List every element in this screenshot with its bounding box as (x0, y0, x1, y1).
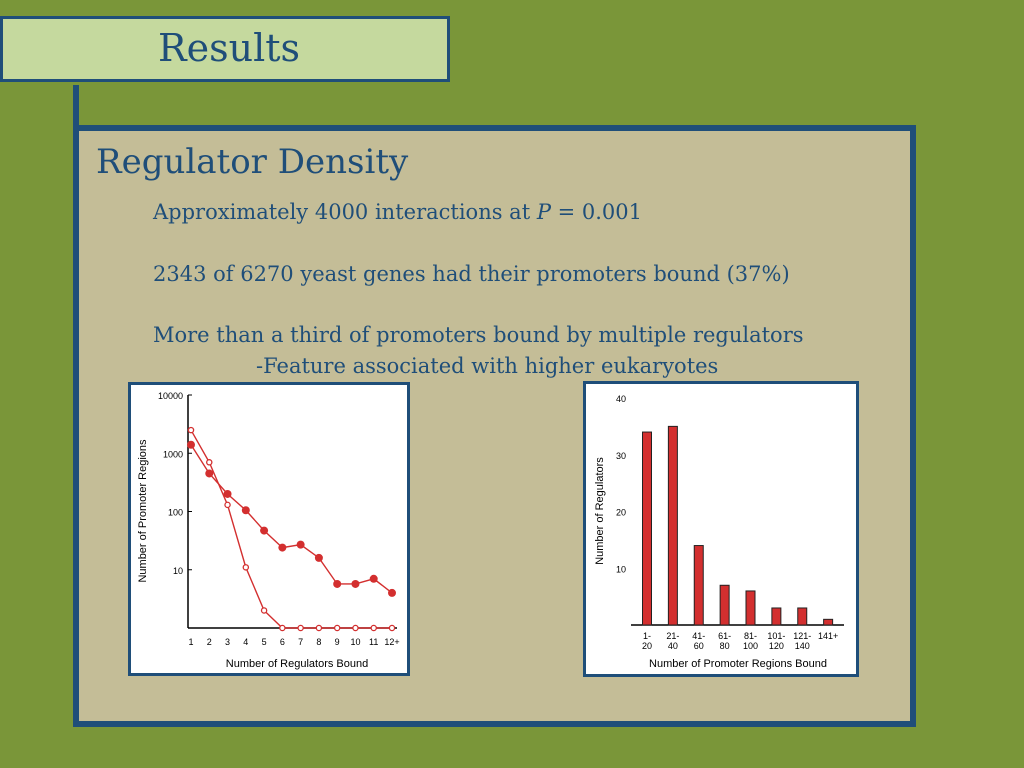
data-point-open (297, 624, 304, 632)
bullet-interactions: Approximately 4000 interactions at P = 0… (153, 200, 642, 224)
x-tick-label: 1- (643, 631, 651, 641)
data-point-open (242, 564, 250, 571)
bar (642, 431, 652, 626)
x-tick-label: 61- (718, 631, 731, 641)
data-point-open (224, 501, 231, 509)
bullet-feature: -Feature associated with higher eukaryot… (256, 354, 719, 378)
x-axis-label: Number of Regulators Bound (226, 658, 368, 670)
data-point (205, 469, 214, 478)
x-tick-label: 81- (744, 631, 757, 641)
x-tick-label: 60 (694, 641, 704, 651)
x-tick-label: 2 (207, 637, 212, 647)
x-tick-label: 5 (262, 637, 267, 647)
y-axis-label: Number of Promoter Regions (137, 439, 149, 583)
line-chart: 10 100 1000 10000 1 2 3 4 5 6 7 8 9 10 11 12+ Number of … (137, 391, 400, 670)
y-tick-label: 20 (616, 508, 626, 518)
y-axis-label: Number of Regulators (594, 457, 606, 565)
data-point-open (260, 607, 268, 614)
x-tick-label: 21- (666, 631, 679, 641)
x-tick-label: 10 (350, 637, 360, 647)
data-point (351, 579, 360, 588)
data-point-open (333, 624, 341, 632)
slide-title: Results (158, 26, 300, 70)
x-tick-label: 3 (225, 637, 230, 647)
title-box (0, 16, 450, 82)
data-point (369, 574, 378, 583)
data-point (260, 526, 269, 535)
bar (797, 607, 808, 626)
bullet-genes: 2343 of 6270 yeast genes had their promo… (153, 262, 790, 286)
data-point (333, 579, 342, 588)
bar (745, 590, 756, 626)
y-tick-label: 100 (168, 508, 183, 518)
data-point-open (206, 459, 213, 466)
x-tick-label: 41- (692, 631, 705, 641)
data-point-open (315, 624, 323, 632)
bullet-interactions-post: = 0.001 (550, 200, 643, 224)
x-tick-label: 140 (795, 641, 810, 651)
data-point-open (187, 426, 195, 434)
x-axis-label: Number of Promoter Regions Bound (649, 658, 827, 670)
series-line (190, 444, 393, 594)
p-symbol: P (536, 200, 551, 224)
bullet-multiple: More than a third of promoters bound by … (153, 323, 804, 347)
data-point (223, 489, 232, 498)
connector-bar (73, 85, 79, 129)
bar (823, 618, 834, 626)
x-tick-label: 20 (642, 641, 652, 651)
y-tick-label: 10 (616, 564, 626, 574)
y-tick-label: 10 (173, 566, 183, 576)
bar-chart-frame: 10 20 30 40 1- 20 21- 40 41- 60 61- 80 81- 100 101- 120… (583, 381, 859, 677)
y-tick-label: 40 (616, 394, 626, 404)
x-tick-label: 9 (335, 637, 340, 647)
x-tick-label: 120 (769, 641, 784, 651)
y-tick-label: 10000 (158, 391, 183, 401)
bar (719, 584, 730, 626)
bar-chart: 102030401-2021-4041-6061-8081-100101-120… (594, 394, 844, 670)
x-tick-label: 11 (369, 637, 378, 647)
bullet-interactions-pre: Approximately 4000 interactions at (153, 200, 537, 224)
x-tick-label: 6 (280, 637, 285, 647)
data-point (388, 588, 396, 597)
data-point (187, 440, 195, 449)
y-tick-label: 1000 (163, 449, 183, 459)
data-point (296, 540, 305, 549)
data-point (278, 543, 287, 552)
x-tick-label: 121- (793, 631, 811, 641)
data-point-open (370, 624, 377, 632)
section-heading: Regulator Density (96, 142, 409, 182)
x-tick-label: 1 (188, 637, 193, 647)
line-chart-frame: 10 100 1000 10000 1 2 3 4 5 6 7 8 9 10 11 12+ Number of … (128, 382, 410, 676)
x-tick-label: 101- (767, 631, 785, 641)
data-point-open (279, 624, 286, 632)
y-tick-label: 30 (616, 451, 626, 461)
x-tick-label: 12+ (384, 637, 399, 647)
x-tick-label: 40 (668, 641, 678, 651)
x-tick-label: 7 (298, 637, 303, 647)
data-point (241, 506, 250, 515)
x-tick-label: 141+ (818, 631, 838, 641)
bar (693, 545, 704, 626)
x-tick-label: 8 (316, 637, 321, 647)
series-line (190, 429, 392, 629)
x-tick-label: 100 (743, 641, 758, 651)
x-tick-label: 4 (243, 637, 248, 647)
bar (667, 425, 678, 626)
data-point-open (388, 624, 396, 632)
data-point (314, 553, 323, 562)
bar (771, 607, 782, 626)
x-tick-label: 80 (720, 641, 730, 651)
data-point-open (352, 624, 359, 632)
